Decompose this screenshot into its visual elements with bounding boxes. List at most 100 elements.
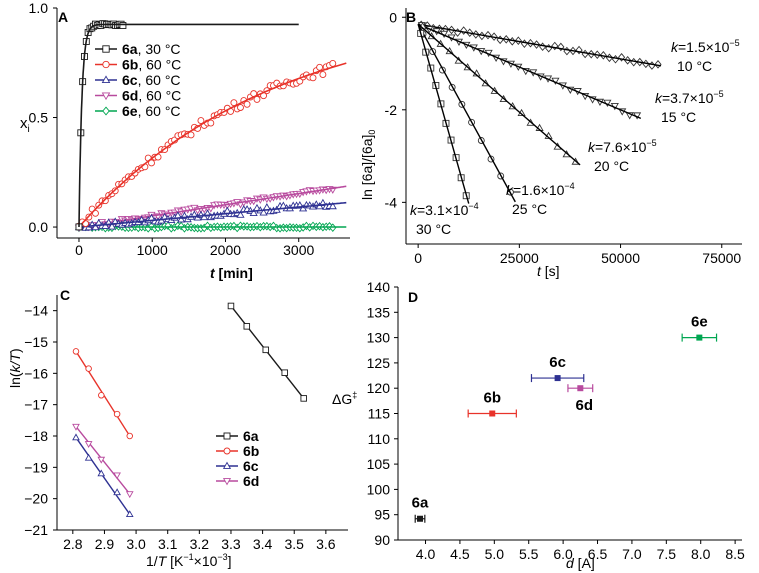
panel-d-xtick-label: 5.0 xyxy=(485,546,505,562)
panel-c-point xyxy=(84,441,93,448)
panel-a-point xyxy=(177,215,186,223)
panel-d-point-label: 6c xyxy=(549,354,566,371)
panel-d-ylabel: ΔG‡ xyxy=(332,390,357,407)
panel-d-ytick-label: 125 xyxy=(367,355,391,371)
panel-a-fit-line xyxy=(78,185,347,228)
panel-b-point xyxy=(648,61,656,70)
panel-a-xtick-label: 0 xyxy=(75,242,83,258)
panel-a-point xyxy=(200,212,209,221)
panel-b-point xyxy=(539,42,547,52)
panel-a-point xyxy=(243,100,251,108)
panel-b-temp-label: 10 °C xyxy=(677,58,712,74)
panel-b-fit-line xyxy=(417,24,470,204)
panel-c-xtick-label: 3.6 xyxy=(316,536,336,552)
panel-d-xlabel: d [A] xyxy=(566,555,595,571)
panel-b-point xyxy=(611,54,620,64)
panel-a-xtick-label: 3000 xyxy=(283,242,314,258)
panel-b-ytick-label: 0 xyxy=(389,9,397,25)
panel-a-point xyxy=(207,119,215,127)
panel-b-rate-label: k=1.5×10−5 xyxy=(671,38,740,55)
panel-b-xtick-label: 25000 xyxy=(500,250,539,266)
panel-b-xtick-label: 0 xyxy=(414,250,422,266)
panel-a-xtick-label: 2000 xyxy=(210,242,241,258)
panel-c-point xyxy=(113,488,121,496)
panel-c-point xyxy=(113,410,121,418)
panel-c-xtick-label: 3.5 xyxy=(284,536,304,552)
panel-c-letter: C xyxy=(60,287,70,303)
panel-c-point xyxy=(113,472,121,480)
panel-c-xtick-label: 2.9 xyxy=(95,536,115,552)
panel-b-temp-label: 30 °C xyxy=(416,221,451,237)
panel-d-point xyxy=(417,515,424,522)
panel-b-rate-label: k=1.6×10−4 xyxy=(506,181,575,198)
panel-d-ytick-label: 120 xyxy=(367,380,391,396)
panel-c-ytick-label: −21 xyxy=(24,522,48,538)
panel-d-point xyxy=(489,410,496,417)
panel-c-legend-marker xyxy=(223,432,231,440)
panel-b-fit-line xyxy=(417,23,516,203)
panel-a-point xyxy=(236,210,245,218)
panel-c-xtick-label: 3.3 xyxy=(221,536,241,552)
panel-d-ytick-label: 95 xyxy=(374,507,390,523)
panel-d-point-label: 6a xyxy=(412,495,429,512)
panel-a-legend-entry: 6c, 60 °C xyxy=(122,72,181,88)
panel-b-point xyxy=(484,30,492,40)
panel-a-fit-line xyxy=(78,201,347,228)
panel-c-xtick-label: 3.1 xyxy=(158,536,178,552)
panel-c-point xyxy=(72,433,80,441)
panel-d-xtick-label: 7.5 xyxy=(657,546,677,562)
panel-d-ytick-label: 90 xyxy=(374,532,390,548)
panel-b-point xyxy=(557,42,565,52)
panel-a-point xyxy=(309,74,317,82)
panel-c-xtick-label: 3.0 xyxy=(126,536,146,552)
panel-a-ytick-label: 0.5 xyxy=(29,110,49,126)
panel-d-xtick-label: 6.0 xyxy=(553,546,573,562)
panel-a-legend-marker xyxy=(101,92,111,101)
panel-c-point xyxy=(262,346,270,354)
panel-d-ytick-label: 140 xyxy=(367,279,391,295)
panel-b-rate-label: k=3.1×10−4 xyxy=(410,201,479,218)
panel-c-point xyxy=(72,348,80,355)
panel-d-xtick-label: 7.0 xyxy=(622,546,642,562)
panel-a-legend-entry: 6b, 60 °C xyxy=(122,57,181,73)
panel-c-ytick-label: −14 xyxy=(24,303,48,319)
panel-c-ytick-label: −16 xyxy=(24,365,48,381)
panel-d-point-label: 6d xyxy=(576,397,594,414)
panel-a-point xyxy=(148,159,155,167)
panel-d-ytick-label: 100 xyxy=(367,481,391,497)
panel-a-point xyxy=(237,104,244,111)
panel-b-letter: B xyxy=(406,9,416,25)
panel-c-point xyxy=(125,491,134,499)
panel-c-point xyxy=(300,395,307,402)
panel-c: C ln(k/T) 1/T [K−1×10−3] −14 −15 −16 −17 −18… xyxy=(7,287,348,569)
panel-b-rate-label: k=7.6×10−5 xyxy=(588,138,657,155)
panel-a-legend-marker xyxy=(102,45,110,53)
panel-a-fit-line xyxy=(78,23,299,228)
panel-c-point xyxy=(243,323,251,330)
panel-c-ylabel: ln(k/T) xyxy=(7,348,23,388)
panel-c-point xyxy=(281,369,288,376)
panel-c-xtick-label: 3.2 xyxy=(190,536,210,552)
panel-a-letter: A xyxy=(58,9,68,25)
panel-a-legend-marker xyxy=(101,75,111,84)
panel-b-point xyxy=(575,45,583,55)
panel-b-ytick-label: -4 xyxy=(385,194,398,210)
panel-b-point xyxy=(520,39,528,48)
panel-b-xtick-label: 75000 xyxy=(702,250,741,266)
panel-d-point xyxy=(696,334,703,341)
panel-d: D ΔG‡ d [A] 90 95 100 105 110 115 120 125 130 135… xyxy=(332,279,745,571)
panel-d-ytick-label: 105 xyxy=(367,456,391,472)
panel-d-point-label: 6e xyxy=(691,314,708,331)
panel-c-point xyxy=(84,453,93,461)
panel-b-fit-line xyxy=(417,23,581,166)
panel-a-fit-line xyxy=(78,62,347,228)
panel-b-temp-label: 15 °C xyxy=(661,109,696,125)
panel-d-ytick-label: 110 xyxy=(368,431,391,447)
panel-c-point xyxy=(72,423,80,431)
panel-a-point xyxy=(187,131,195,139)
panel-d-xtick-label: 5.5 xyxy=(519,546,539,562)
panel-d-ytick-label: 115 xyxy=(368,406,391,422)
panel-a-legend-entry: 6d, 60 °C xyxy=(122,88,181,104)
panel-a-point xyxy=(253,95,261,103)
panel-b-xtick-label: 50000 xyxy=(601,250,640,266)
